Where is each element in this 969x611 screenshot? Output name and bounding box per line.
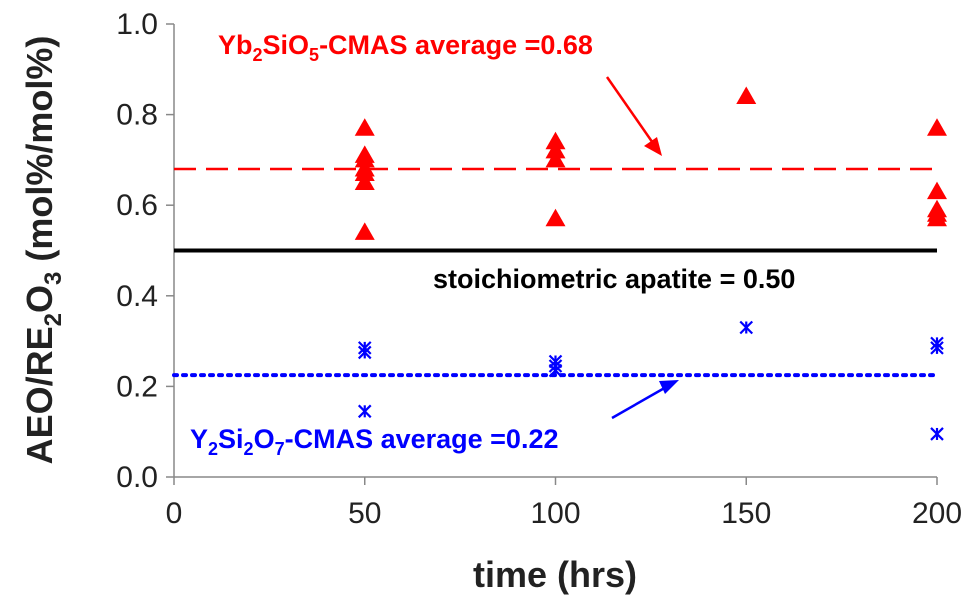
- blue-arrow-head: [659, 380, 679, 394]
- triangle-point: [354, 118, 375, 136]
- triangle-point: [354, 172, 375, 191]
- x-tick-label: 200: [912, 497, 962, 530]
- x-tick-label: 0: [166, 497, 183, 530]
- triangle-point: [545, 131, 566, 150]
- triangle-point: [545, 140, 566, 159]
- triangle-point: [927, 208, 947, 227]
- asterisk-point: [357, 404, 372, 419]
- x-tick-label: 150: [721, 497, 771, 530]
- red-series-annotation: Yb2SiO5-CMAS average =0.68: [218, 30, 593, 65]
- triangle-point: [927, 118, 947, 136]
- y-tick-label: 0.6: [116, 189, 158, 222]
- asterisk-point: [930, 341, 944, 355]
- triangle-point: [927, 181, 947, 200]
- asterisk-point: [548, 363, 563, 378]
- y-tick-label: 0.8: [116, 99, 158, 132]
- x-tick-label: 100: [530, 497, 580, 530]
- y-ticks: 0.0 0.2 0.4 0.6 0.8 1.0: [116, 8, 174, 494]
- y-tick-label: 0.4: [116, 280, 158, 313]
- y-axis-title: AEO/RE2O3 (mol%/mol%): [19, 36, 67, 465]
- x-tick-label: 50: [348, 497, 381, 530]
- black-reference-annotation: stoichiometric apatite = 0.50: [433, 264, 795, 294]
- data-points: [354, 86, 947, 441]
- x-ticks: 0 50 100 150 200: [166, 477, 962, 530]
- blue-series-annotation: Y2Si2O7-CMAS average =0.22: [190, 424, 558, 459]
- triangle-point: [736, 86, 757, 104]
- triangle-point: [545, 208, 566, 227]
- x-axis-title: time (hrs): [473, 554, 637, 595]
- red-annotation-arrow: [605, 76, 657, 147]
- blue-annotation-arrow: [611, 384, 669, 420]
- asterisk-point: [739, 320, 754, 335]
- asterisk-point: [930, 427, 944, 441]
- triangle-point: [354, 222, 375, 240]
- asterisk-point: [357, 345, 372, 360]
- y-tick-label: 1.0: [116, 8, 158, 41]
- triangle-point: [354, 163, 375, 181]
- triangle-point: [545, 149, 566, 168]
- triangle-point: [354, 149, 375, 168]
- y-tick-label: 0.2: [116, 370, 158, 403]
- red-arrow-head: [644, 137, 662, 156]
- y-tick-label: 0.0: [116, 461, 158, 494]
